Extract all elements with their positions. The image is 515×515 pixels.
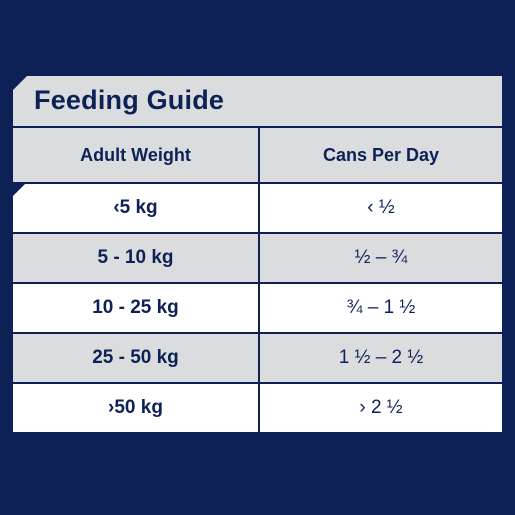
cans-cell: ½ – ¾ <box>260 234 502 282</box>
header-cans-per-day: Cans Per Day <box>260 128 502 182</box>
table-row: 25 - 50 kg 1 ½ – 2 ½ <box>13 334 502 382</box>
feeding-guide-card: Feeding Guide Adult Weight Cans Per Day … <box>13 76 502 432</box>
page-title: Feeding Guide <box>34 85 225 115</box>
table-row: 5 - 10 kg ½ – ¾ <box>13 234 502 282</box>
title-bar: Feeding Guide <box>13 76 502 126</box>
weight-cell: 5 - 10 kg <box>13 234 258 282</box>
weight-cell: 10 - 25 kg <box>13 284 258 332</box>
cans-cell: ‹ ½ <box>260 184 502 232</box>
table-row: 10 - 25 kg ¾ – 1 ½ <box>13 284 502 332</box>
weight-cell: ›50 kg <box>13 384 258 432</box>
header-adult-weight: Adult Weight <box>13 128 258 182</box>
table-row: ‹5 kg ‹ ½ <box>13 184 502 232</box>
feeding-table: Adult Weight Cans Per Day ‹5 kg ‹ ½ 5 - … <box>13 128 502 434</box>
cans-cell: ¾ – 1 ½ <box>260 284 502 332</box>
cans-cell: › 2 ½ <box>260 384 502 432</box>
table-row: ›50 kg › 2 ½ <box>13 384 502 432</box>
weight-cell: ‹5 kg <box>13 184 258 232</box>
table-header-row: Adult Weight Cans Per Day <box>13 128 502 182</box>
weight-cell: 25 - 50 kg <box>13 334 258 382</box>
cans-cell: 1 ½ – 2 ½ <box>260 334 502 382</box>
